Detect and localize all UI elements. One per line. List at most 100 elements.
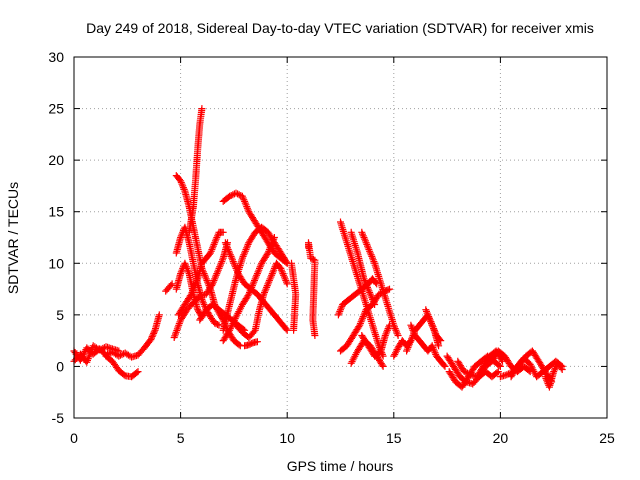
- plot-frame: [73, 56, 608, 419]
- data-point: [270, 235, 278, 243]
- data-point: [361, 235, 369, 243]
- data-point: [189, 287, 197, 295]
- data-point: [463, 369, 471, 377]
- data-point: [364, 283, 371, 291]
- data-point: [225, 328, 233, 336]
- data-point: [177, 270, 185, 278]
- x-tick-label: 15: [386, 430, 402, 446]
- data-point: [177, 179, 185, 186]
- data-point: [243, 204, 251, 212]
- data-point: [99, 344, 107, 352]
- data-point: [234, 190, 242, 198]
- data-point: [423, 307, 430, 315]
- data-point: [252, 273, 260, 281]
- data-point: [369, 254, 376, 262]
- data-point: [360, 275, 368, 283]
- data-point: [174, 323, 182, 331]
- data-point: [245, 290, 253, 298]
- data-point: [384, 325, 392, 333]
- data-point: [542, 375, 550, 382]
- data-point: [148, 334, 155, 342]
- x-tick-label: 5: [177, 430, 185, 446]
- data-point: [210, 240, 218, 248]
- y-tick-label: 5: [56, 307, 64, 323]
- data-point: [150, 328, 158, 336]
- data-point: [217, 259, 225, 267]
- data-point: [435, 342, 443, 350]
- data-point: [408, 335, 416, 343]
- data-point: [282, 277, 290, 284]
- data-point: [375, 290, 383, 298]
- data-point: [425, 313, 433, 321]
- data-point: [365, 287, 373, 295]
- data-point: [408, 333, 416, 341]
- data-point: [356, 321, 364, 329]
- data-point: [493, 369, 501, 377]
- data-point: [223, 242, 231, 250]
- data-point: [133, 369, 141, 377]
- data-point: [269, 237, 277, 245]
- data-point: [357, 318, 365, 326]
- data-point: [210, 277, 218, 284]
- data-point: [391, 351, 399, 358]
- data-point: [256, 264, 263, 272]
- data-point: [425, 314, 433, 322]
- data-point: [263, 250, 271, 258]
- data-point: [246, 289, 253, 296]
- data-point: [337, 304, 345, 312]
- data-point: [198, 105, 206, 113]
- data-point: [408, 323, 416, 331]
- data-point: [231, 261, 239, 269]
- data-point: [362, 280, 370, 288]
- data-point: [362, 239, 370, 247]
- data-point: [253, 270, 261, 278]
- data-point: [462, 368, 470, 376]
- data-point: [383, 328, 391, 336]
- data-point: [405, 340, 413, 348]
- data-point: [115, 347, 123, 355]
- data-point: [440, 361, 448, 369]
- chart-title: Day 249 of 2018, Sidereal Day-to-day VTE…: [86, 20, 594, 36]
- data-point: [557, 364, 565, 372]
- axis-ticks: 0 5 10 15 20 25 -5 0 5 10 15 20 25 30: [48, 49, 615, 446]
- data-point: [311, 332, 319, 339]
- data-point: [201, 271, 209, 279]
- data-point: [361, 309, 369, 317]
- data-point: [179, 182, 187, 190]
- data-point: [360, 234, 368, 241]
- data-point: [335, 309, 343, 317]
- data-point: [208, 281, 216, 289]
- data-point: [260, 290, 268, 298]
- data-point: [243, 203, 251, 211]
- data-point: [394, 332, 402, 339]
- data-point: [228, 254, 236, 262]
- data-point: [209, 242, 217, 250]
- data-point: [215, 264, 223, 272]
- data-point: [392, 347, 400, 355]
- data-point: [263, 282, 271, 290]
- data-point: [184, 266, 192, 274]
- data-point: [219, 256, 226, 264]
- data-point: [244, 292, 252, 300]
- data-point: [384, 286, 392, 294]
- data-point: [181, 259, 189, 267]
- data-point: [254, 268, 262, 276]
- data-point: [379, 352, 387, 360]
- data-point: [230, 316, 238, 324]
- data-point: [244, 240, 252, 248]
- data-point: [264, 249, 272, 257]
- data-point: [385, 323, 393, 331]
- data-point: [212, 235, 220, 243]
- x-tick-label: 0: [70, 430, 78, 446]
- y-tick-label: 10: [48, 255, 64, 271]
- data-point: [234, 268, 241, 276]
- data-point: [226, 192, 234, 200]
- data-point: [494, 368, 502, 376]
- data-point: [265, 278, 273, 286]
- data-point: [182, 261, 190, 269]
- x-tick-label: 10: [279, 430, 295, 446]
- data-point: [188, 289, 196, 296]
- data-point: [290, 326, 298, 334]
- data-point: [460, 368, 468, 376]
